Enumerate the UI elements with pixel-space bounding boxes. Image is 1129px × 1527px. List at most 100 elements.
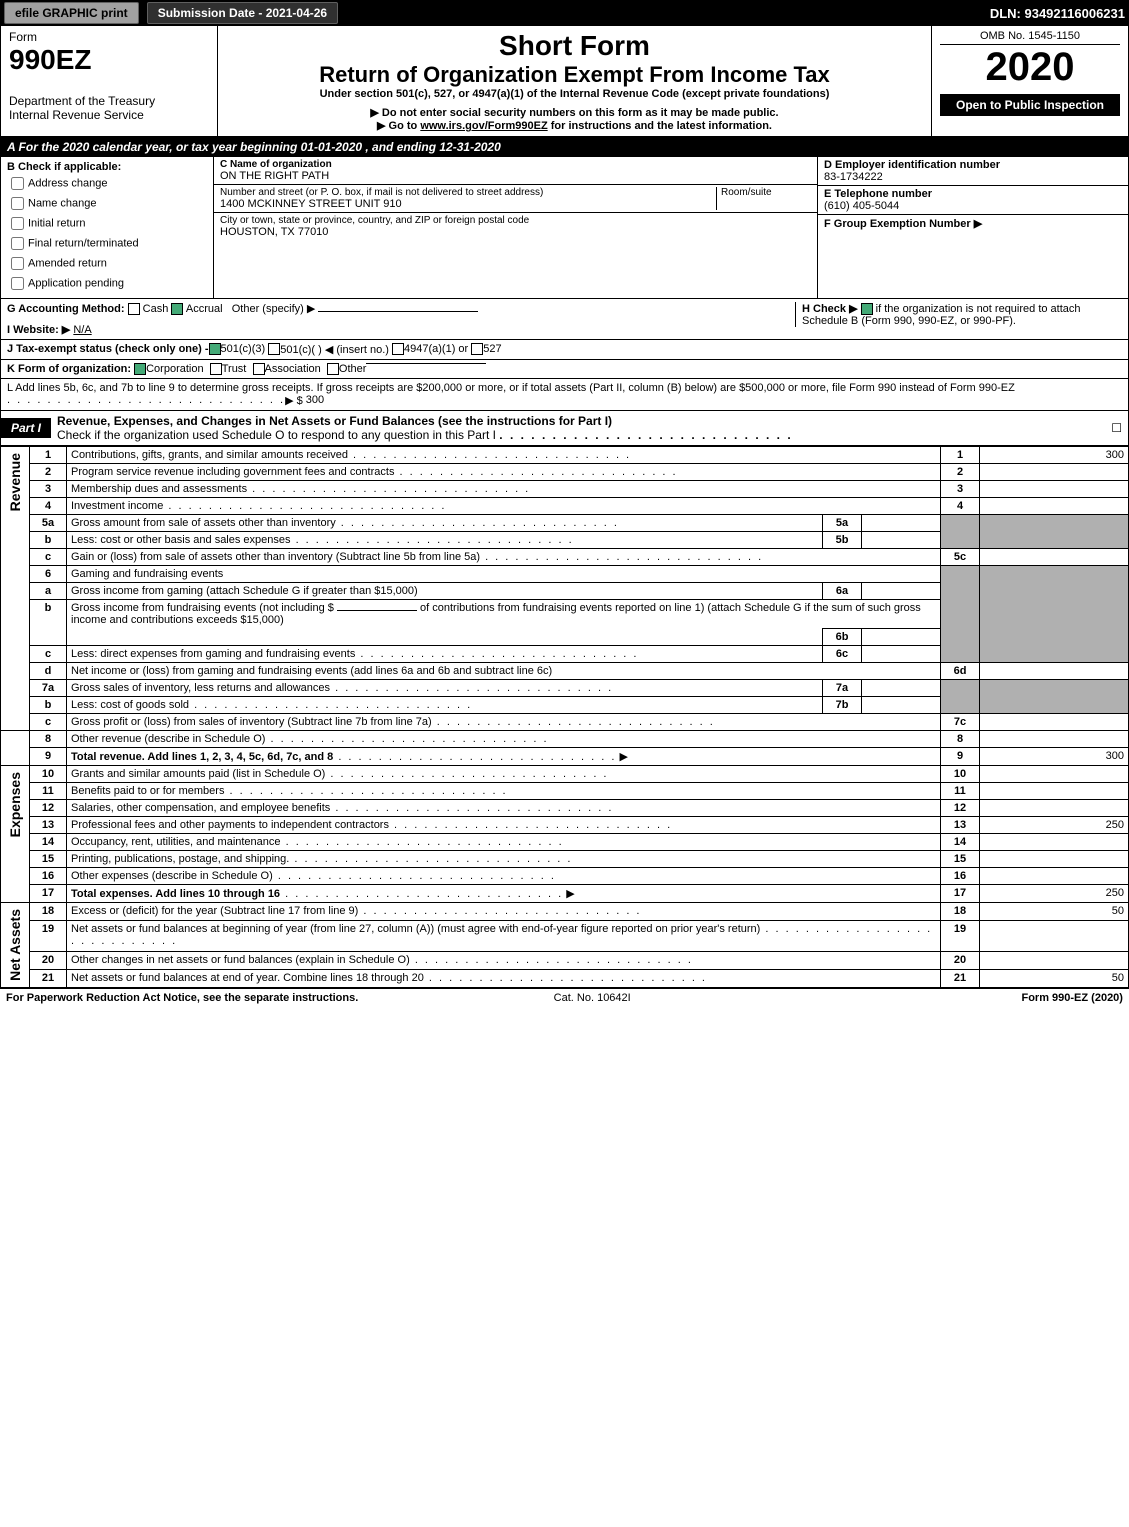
check-4947a1[interactable] xyxy=(392,343,404,355)
line-l-dots xyxy=(7,394,285,406)
line-4-amount xyxy=(980,498,1129,515)
line-5a-num: 5a xyxy=(30,515,67,532)
line-h: H Check ▶ if the organization is not req… xyxy=(795,302,1122,327)
line-17-arrow: ▶ xyxy=(566,888,574,900)
form-word: Form xyxy=(9,30,209,44)
line-11-num: 11 xyxy=(30,783,67,800)
line-5b-num: b xyxy=(30,532,67,549)
check-address-change[interactable]: Address change xyxy=(7,174,207,193)
line-10-amount xyxy=(980,766,1129,783)
note-no-ssn: ▶ Do not enter social security numbers o… xyxy=(226,106,923,119)
line-7a-subval xyxy=(862,680,941,697)
lines-table: Revenue 1 Contributions, gifts, grants, … xyxy=(0,446,1129,988)
check-527[interactable] xyxy=(471,343,483,355)
line-6d-amount xyxy=(980,663,1129,680)
org-name: ON THE RIGHT PATH xyxy=(220,170,811,182)
efile-print-button[interactable]: efile GRAPHIC print xyxy=(4,2,139,24)
line-14-amount xyxy=(980,834,1129,851)
line-11-rnum: 11 xyxy=(941,783,980,800)
line-14-num: 14 xyxy=(30,834,67,851)
line-17-num: 17 xyxy=(30,885,67,903)
line-18-amount: 50 xyxy=(980,903,1129,921)
line-6a-sub: 6a xyxy=(823,583,862,600)
line-7b-subval xyxy=(862,697,941,714)
check-accrual[interactable] xyxy=(171,303,183,315)
line-10-rnum: 10 xyxy=(941,766,980,783)
line-j-label: J Tax-exempt status (check only one) - xyxy=(7,343,209,355)
line-6c-sub: 6c xyxy=(823,646,862,663)
footer-left: For Paperwork Reduction Act Notice, see … xyxy=(6,992,358,1004)
irs-label: Internal Revenue Service xyxy=(9,108,209,122)
check-cash[interactable] xyxy=(128,303,140,315)
line-6d-num: d xyxy=(30,663,67,680)
line-2-rnum: 2 xyxy=(941,464,980,481)
check-name-change[interactable]: Name change xyxy=(7,194,207,213)
box-def: D Employer identification number 83-1734… xyxy=(818,157,1128,298)
part1-bar: Part I Revenue, Expenses, and Changes in… xyxy=(0,411,1129,446)
check-other-org[interactable] xyxy=(327,363,339,375)
check-amended-return[interactable]: Amended return xyxy=(7,254,207,273)
line-7-grey xyxy=(941,680,980,714)
line-21-amount: 50 xyxy=(980,969,1129,987)
check-initial-return[interactable]: Initial return xyxy=(7,214,207,233)
opt-501c3-label: 501(c)(3) xyxy=(221,343,266,355)
line-l: L Add lines 5b, 6c, and 7b to line 9 to … xyxy=(0,379,1129,411)
line-15-num: 15 xyxy=(30,851,67,868)
check-initial-return-label: Initial return xyxy=(28,217,85,229)
line-5c-rnum: 5c xyxy=(941,549,980,566)
addr-label: Number and street (or P. O. box, if mail… xyxy=(220,187,716,198)
city-label: City or town, state or province, country… xyxy=(220,215,811,226)
part1-checkbox[interactable]: ☐ xyxy=(1105,418,1128,438)
check-corporation[interactable] xyxy=(134,363,146,375)
line-13-num: 13 xyxy=(30,817,67,834)
line-9-num: 9 xyxy=(30,748,67,766)
line-20-rnum: 20 xyxy=(941,951,980,969)
footer-right: Form 990-EZ (2020) xyxy=(1021,992,1122,1004)
line-3-desc: Membership dues and assessments xyxy=(71,483,247,495)
expenses-side-label: Expenses xyxy=(1,766,30,903)
expenses-label-text: Expenses xyxy=(5,768,25,841)
header-left: Form 990EZ Department of the Treasury In… xyxy=(1,26,218,136)
check-501c[interactable] xyxy=(268,343,280,355)
line-15-amount xyxy=(980,851,1129,868)
check-application-pending[interactable]: Application pending xyxy=(7,274,207,293)
line-5b-subval xyxy=(862,532,941,549)
line-6d-rnum: 6d xyxy=(941,663,980,680)
line-18-desc: Excess or (deficit) for the year (Subtra… xyxy=(71,905,358,917)
period-row: A For the 2020 calendar year, or tax yea… xyxy=(0,137,1129,157)
line-6a-num: a xyxy=(30,583,67,600)
line-k: K Form of organization: Corporation Trus… xyxy=(0,360,1129,379)
netassets-side-label: Net Assets xyxy=(1,903,30,988)
check-schedule-b-not-required[interactable] xyxy=(861,303,873,315)
phone-value: (610) 405-5044 xyxy=(824,200,1122,212)
other-method-label: Other (specify) ▶ xyxy=(232,303,316,315)
line-9-rnum: 9 xyxy=(941,748,980,766)
line-20-amount xyxy=(980,951,1129,969)
line-6c-desc: Less: direct expenses from gaming and fu… xyxy=(71,648,355,660)
line-11-amount xyxy=(980,783,1129,800)
line-13-desc: Professional fees and other payments to … xyxy=(71,819,389,831)
line-18-rnum: 18 xyxy=(941,903,980,921)
line-3-num: 3 xyxy=(30,481,67,498)
irs-link[interactable]: www.irs.gov/Form990EZ xyxy=(420,120,547,132)
line-7c-desc: Gross profit or (loss) from sales of inv… xyxy=(71,716,432,728)
cash-label: Cash xyxy=(143,303,169,315)
check-final-return[interactable]: Final return/terminated xyxy=(7,234,207,253)
line-6d-desc: Net income or (loss) from gaming and fun… xyxy=(71,665,552,677)
line-7c-rnum: 7c xyxy=(941,714,980,731)
open-to-public: Open to Public Inspection xyxy=(940,94,1120,116)
note-goto-post: for instructions and the latest informat… xyxy=(551,120,772,132)
line-8-amount xyxy=(980,731,1129,748)
part1-label: Part I xyxy=(1,418,51,438)
opt-501c-label: 501(c)( ) ◀ (insert no.) xyxy=(280,343,389,356)
line-2-num: 2 xyxy=(30,464,67,481)
line-13-rnum: 13 xyxy=(941,817,980,834)
line-16-amount xyxy=(980,868,1129,885)
check-trust[interactable] xyxy=(210,363,222,375)
line-12-amount xyxy=(980,800,1129,817)
check-association[interactable] xyxy=(253,363,265,375)
assoc-label: Association xyxy=(265,363,321,375)
line-17-desc: Total expenses. Add lines 10 through 16 xyxy=(71,888,280,900)
check-501c3[interactable] xyxy=(209,343,221,355)
info-block: B Check if applicable: Address change Na… xyxy=(0,157,1129,299)
